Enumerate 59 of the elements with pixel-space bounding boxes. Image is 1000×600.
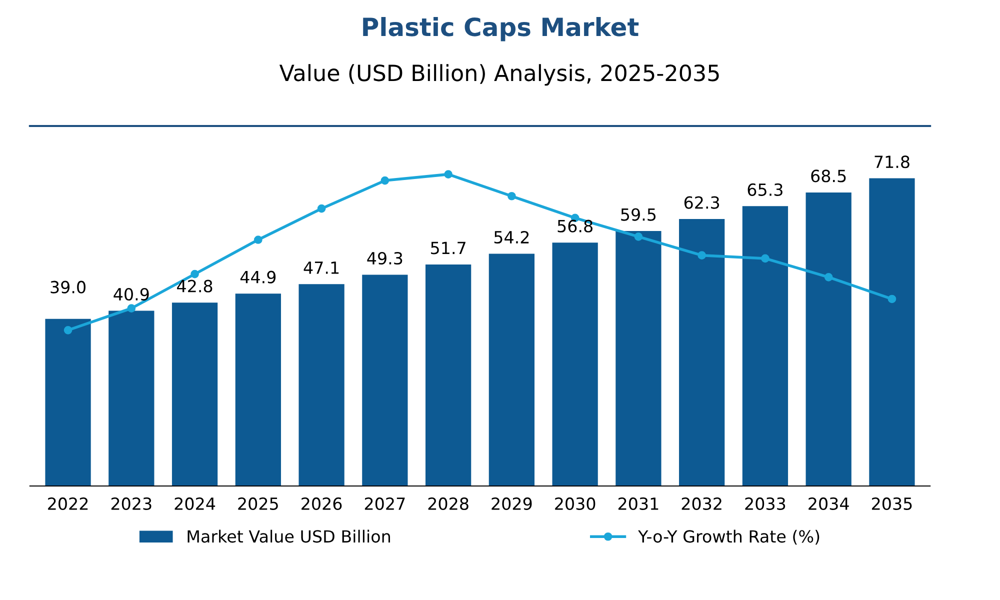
data-label: 44.9 <box>240 270 276 284</box>
bar <box>552 242 598 486</box>
data-label: 59.5 <box>621 208 656 221</box>
data-label: 39.0 <box>50 280 86 294</box>
data-label: 47.1 <box>304 262 339 274</box>
point <box>698 251 706 260</box>
bar <box>172 302 218 486</box>
data-label: 68.5 <box>811 170 846 182</box>
bar <box>425 264 472 486</box>
data-label: 56.8 <box>558 220 592 232</box>
x-tick-label: 2034 <box>808 497 849 510</box>
x-tick-label: 2031 <box>618 497 658 510</box>
point <box>317 204 326 213</box>
data-label: 71.8 <box>874 156 910 168</box>
point <box>824 273 833 282</box>
bar <box>362 274 408 486</box>
data-label: 51.7 <box>431 242 466 254</box>
point <box>380 176 390 185</box>
point <box>634 232 643 241</box>
bar <box>108 310 154 486</box>
point <box>888 294 896 304</box>
chart-title: Plastic Caps Market <box>363 17 639 42</box>
legend-label: Y-o-Y Growth Rate (%) <box>638 530 820 545</box>
x-tick-label: 2025 <box>238 497 278 510</box>
data-label: 54.2 <box>494 230 529 244</box>
x-tick-label: 2029 <box>492 497 532 510</box>
x-tick-label: 2022 <box>48 497 88 510</box>
x-tick-label: 2023 <box>111 497 152 510</box>
data-label: 40.9 <box>114 288 149 301</box>
x-tick-label: 2026 <box>302 497 342 510</box>
x-tick-label: 2027 <box>364 497 405 510</box>
x-tick-label: 2033 <box>745 497 786 510</box>
bar <box>298 284 344 486</box>
bar <box>679 219 725 486</box>
bar <box>869 178 915 486</box>
point <box>127 304 136 313</box>
bar <box>235 294 281 486</box>
point <box>254 236 262 244</box>
legend-label: Market Value USD Billion <box>188 530 390 543</box>
x-tick-label: 2035 <box>872 497 912 510</box>
point <box>64 326 72 334</box>
x-tick-label: 2024 <box>174 497 216 510</box>
bar <box>742 206 788 486</box>
chart-subtitle: Value (USD Billion) Analysis, 2025-2035 <box>279 64 719 86</box>
bar <box>616 231 662 486</box>
x-tick-label: 2030 <box>555 497 596 510</box>
bar <box>806 192 852 486</box>
point <box>508 192 516 200</box>
bar <box>45 318 91 486</box>
point <box>761 254 770 263</box>
point <box>190 270 199 278</box>
data-label: 65.3 <box>748 183 782 196</box>
x-tick-label: 2032 <box>682 497 722 510</box>
data-label: 42.8 <box>177 280 212 292</box>
bar <box>488 254 535 486</box>
point <box>444 170 452 178</box>
data-label: 49.3 <box>367 252 402 265</box>
data-label: 62.3 <box>684 196 720 209</box>
x-tick-label: 2028 <box>428 497 468 510</box>
